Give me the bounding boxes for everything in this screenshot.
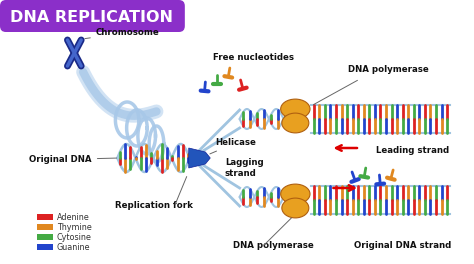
Text: Original DNA strand: Original DNA strand: [354, 241, 451, 250]
Ellipse shape: [281, 99, 310, 119]
Text: Adenine: Adenine: [57, 213, 90, 221]
Text: Leading strand: Leading strand: [375, 146, 449, 155]
Text: Helicase: Helicase: [215, 138, 256, 147]
Bar: [37, 244, 53, 250]
Text: DNA polymerase: DNA polymerase: [233, 241, 313, 250]
Text: Cytosine: Cytosine: [57, 233, 91, 242]
Text: Original DNA: Original DNA: [29, 155, 117, 164]
FancyBboxPatch shape: [0, 0, 185, 32]
Text: DNA polymerase: DNA polymerase: [348, 65, 429, 74]
Bar: [37, 234, 53, 240]
Text: Guanine: Guanine: [57, 243, 90, 252]
Text: Thymine: Thymine: [57, 223, 91, 232]
Bar: [37, 214, 53, 220]
Ellipse shape: [282, 113, 309, 133]
Text: Free nucleotides: Free nucleotides: [213, 53, 294, 62]
Ellipse shape: [282, 198, 309, 218]
Text: Chromosome: Chromosome: [85, 28, 160, 39]
Ellipse shape: [281, 184, 310, 204]
Bar: [37, 224, 53, 230]
Text: DNA REPLICATION: DNA REPLICATION: [10, 11, 173, 26]
Polygon shape: [189, 148, 210, 168]
Text: Replication fork: Replication fork: [115, 201, 193, 210]
Text: Lagging
strand: Lagging strand: [225, 158, 264, 178]
